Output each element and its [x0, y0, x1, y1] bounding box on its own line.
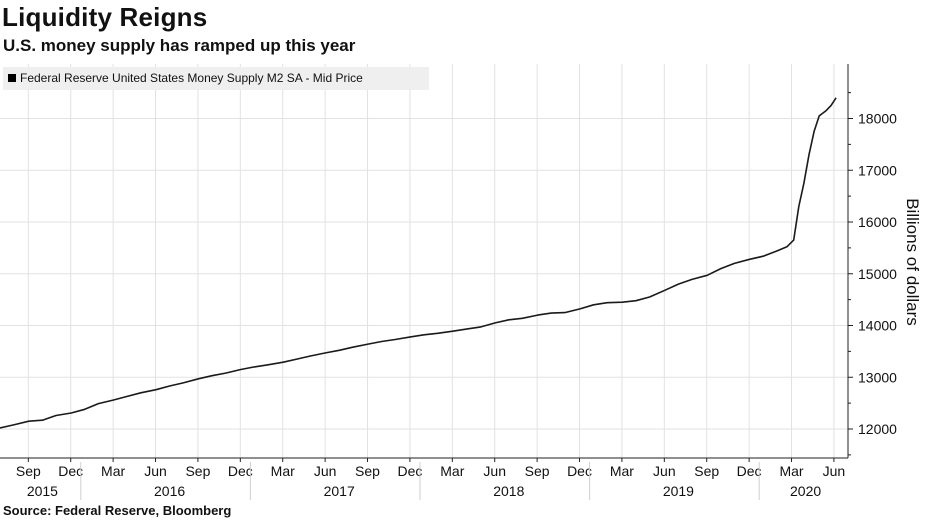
source-note: Source: Federal Reserve, Bloomberg [3, 503, 232, 518]
legend-label: Federal Reserve United States Money Supp… [20, 71, 363, 85]
y-tick-label: 17000 [858, 162, 897, 178]
y-tick-label: 13000 [858, 369, 897, 385]
x-tick-label: Mar [101, 463, 125, 479]
x-tick-label: Jun [483, 463, 506, 479]
x-tick-label: Dec [737, 463, 762, 479]
x-year-label: 2020 [790, 483, 821, 499]
x-tick-label: Dec [397, 463, 422, 479]
x-tick-label: Jun [823, 463, 846, 479]
x-year-label: 2017 [324, 483, 355, 499]
y-tick-label: 18000 [858, 111, 897, 127]
x-tick-label: Mar [271, 463, 295, 479]
chart-title: Liquidity Reigns [2, 2, 208, 32]
x-year-label: 2015 [27, 483, 58, 499]
chart-subtitle: U.S. money supply has ramped up this yea… [3, 36, 356, 55]
x-year-label: 2018 [493, 483, 524, 499]
legend-swatch [8, 74, 16, 82]
y-tick-label: 14000 [858, 318, 897, 334]
x-tick-label: Jun [144, 463, 167, 479]
x-year-label: 2016 [154, 483, 185, 499]
x-tick-label: Sep [694, 463, 719, 479]
x-tick-label: Sep [525, 463, 550, 479]
x-tick-label: Dec [567, 463, 592, 479]
x-tick-label: Sep [185, 463, 210, 479]
y-tick-label: 15000 [858, 266, 897, 282]
x-tick-label: Mar [610, 463, 634, 479]
x-tick-label: Mar [779, 463, 803, 479]
x-tick-label: Dec [228, 463, 253, 479]
series-line-m2 [0, 97, 837, 429]
x-tick-label: Sep [16, 463, 41, 479]
y-tick-label: 16000 [858, 214, 897, 230]
y-tick-label: 12000 [858, 421, 897, 437]
legend-box [3, 67, 429, 90]
x-tick-label: Mar [440, 463, 464, 479]
x-tick-label: Jun [314, 463, 337, 479]
x-tick-label: Jun [653, 463, 676, 479]
x-year-label: 2019 [663, 483, 694, 499]
x-tick-label: Dec [58, 463, 83, 479]
x-tick-label: Sep [355, 463, 380, 479]
y-axis-title: Billions of dollars [903, 198, 922, 326]
